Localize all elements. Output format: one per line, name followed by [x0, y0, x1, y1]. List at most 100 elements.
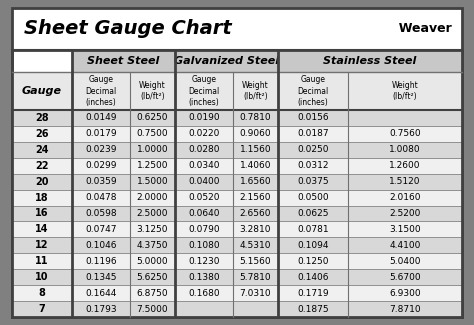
Text: 1.2500: 1.2500	[137, 161, 168, 170]
Text: Weight
(lb/ft²): Weight (lb/ft²)	[139, 81, 166, 101]
Text: 0.1046: 0.1046	[85, 241, 117, 250]
FancyBboxPatch shape	[12, 269, 462, 285]
FancyBboxPatch shape	[12, 253, 462, 269]
Text: 0.0359: 0.0359	[85, 177, 117, 186]
Text: Sheet Steel: Sheet Steel	[87, 56, 160, 66]
Text: 1.0000: 1.0000	[137, 145, 168, 154]
Text: Gauge
Decimal
(inches): Gauge Decimal (inches)	[85, 75, 117, 107]
Text: Weight
(lb/ft²): Weight (lb/ft²)	[392, 81, 419, 101]
Text: 0.1230: 0.1230	[188, 257, 220, 266]
Text: 5.6250: 5.6250	[137, 273, 168, 282]
FancyBboxPatch shape	[12, 301, 462, 317]
Text: 1.5120: 1.5120	[389, 177, 421, 186]
Text: 1.6560: 1.6560	[240, 177, 271, 186]
FancyBboxPatch shape	[278, 50, 462, 72]
Text: 0.0500: 0.0500	[297, 193, 329, 202]
Text: 18: 18	[35, 193, 49, 202]
Text: 0.0340: 0.0340	[188, 161, 220, 170]
Text: 2.5200: 2.5200	[389, 209, 421, 218]
Text: 0.1345: 0.1345	[85, 273, 117, 282]
Text: 0.0625: 0.0625	[297, 209, 329, 218]
Text: 2.0160: 2.0160	[389, 193, 421, 202]
Text: 0.0375: 0.0375	[297, 177, 329, 186]
Text: 0.0747: 0.0747	[85, 225, 117, 234]
Text: 8: 8	[38, 288, 46, 298]
FancyBboxPatch shape	[175, 50, 278, 72]
FancyBboxPatch shape	[12, 174, 462, 189]
FancyBboxPatch shape	[12, 285, 462, 301]
Text: 6.9300: 6.9300	[389, 289, 421, 298]
Text: 0.1793: 0.1793	[85, 305, 117, 314]
Text: 5.7810: 5.7810	[240, 273, 271, 282]
Text: 0.7500: 0.7500	[137, 129, 168, 138]
FancyBboxPatch shape	[12, 110, 462, 126]
Text: 5.0000: 5.0000	[137, 257, 168, 266]
Text: 0.1080: 0.1080	[188, 241, 220, 250]
Text: 0.1644: 0.1644	[85, 289, 117, 298]
Text: 0.0400: 0.0400	[188, 177, 220, 186]
Text: 0.1250: 0.1250	[297, 257, 329, 266]
Text: 0.0190: 0.0190	[188, 113, 220, 123]
Text: 4.5310: 4.5310	[240, 241, 271, 250]
Text: 5.1560: 5.1560	[240, 257, 271, 266]
Text: 10: 10	[35, 272, 49, 282]
FancyBboxPatch shape	[12, 237, 462, 253]
FancyBboxPatch shape	[12, 8, 462, 317]
FancyBboxPatch shape	[12, 221, 462, 237]
Text: 0.0790: 0.0790	[188, 225, 220, 234]
Text: 3.1250: 3.1250	[137, 225, 168, 234]
Text: 0.0149: 0.0149	[85, 113, 117, 123]
Text: 0.0179: 0.0179	[85, 129, 117, 138]
Text: 5.0400: 5.0400	[389, 257, 421, 266]
Text: 2.6560: 2.6560	[240, 209, 271, 218]
FancyBboxPatch shape	[12, 158, 462, 174]
FancyBboxPatch shape	[72, 50, 175, 72]
Text: 4.4100: 4.4100	[389, 241, 421, 250]
Text: 0.0250: 0.0250	[297, 145, 329, 154]
Text: 0.1875: 0.1875	[297, 305, 329, 314]
Text: 16: 16	[35, 209, 49, 218]
FancyBboxPatch shape	[12, 205, 462, 221]
Text: 0.0156: 0.0156	[297, 113, 329, 123]
Text: 0.6250: 0.6250	[137, 113, 168, 123]
Text: 14: 14	[35, 225, 49, 234]
Text: 4.3750: 4.3750	[137, 241, 168, 250]
Text: Gauge
Decimal
(inches): Gauge Decimal (inches)	[297, 75, 328, 107]
Text: 0.9060: 0.9060	[240, 129, 271, 138]
Text: 1.5000: 1.5000	[137, 177, 168, 186]
Text: 0.0312: 0.0312	[297, 161, 329, 170]
Text: 1.4060: 1.4060	[240, 161, 271, 170]
Text: 6.8750: 6.8750	[137, 289, 168, 298]
Text: 0.0520: 0.0520	[188, 193, 220, 202]
Text: 2.1560: 2.1560	[240, 193, 271, 202]
Text: 7: 7	[38, 304, 46, 314]
Text: 0.0478: 0.0478	[85, 193, 117, 202]
Text: Gauge: Gauge	[22, 86, 62, 96]
Text: 2.0000: 2.0000	[137, 193, 168, 202]
Text: 1.0080: 1.0080	[389, 145, 421, 154]
Text: 0.1094: 0.1094	[297, 241, 329, 250]
Text: 0.0640: 0.0640	[188, 209, 220, 218]
Text: 0.0781: 0.0781	[297, 225, 329, 234]
Text: 12: 12	[35, 240, 49, 250]
Text: 3.1500: 3.1500	[389, 225, 421, 234]
Text: 24: 24	[35, 145, 49, 155]
Text: 3.2810: 3.2810	[240, 225, 271, 234]
FancyBboxPatch shape	[12, 142, 462, 158]
Text: 0.1719: 0.1719	[297, 289, 329, 298]
Text: 0.1680: 0.1680	[188, 289, 220, 298]
Text: 22: 22	[35, 161, 49, 171]
Text: Galvanized Steel: Galvanized Steel	[174, 56, 279, 66]
Text: Weaver: Weaver	[390, 22, 452, 35]
Text: Stainless Steel: Stainless Steel	[323, 56, 417, 66]
Text: 20: 20	[35, 177, 49, 187]
Text: 0.0299: 0.0299	[85, 161, 117, 170]
Text: 11: 11	[35, 256, 49, 266]
FancyBboxPatch shape	[12, 126, 462, 142]
Text: 0.1196: 0.1196	[85, 257, 117, 266]
Text: Gauge
Decimal
(inches): Gauge Decimal (inches)	[188, 75, 219, 107]
Text: 0.0598: 0.0598	[85, 209, 117, 218]
Text: 2.5000: 2.5000	[137, 209, 168, 218]
Text: 0.1380: 0.1380	[188, 273, 220, 282]
Text: Weight
(lb/ft²): Weight (lb/ft²)	[242, 81, 269, 101]
